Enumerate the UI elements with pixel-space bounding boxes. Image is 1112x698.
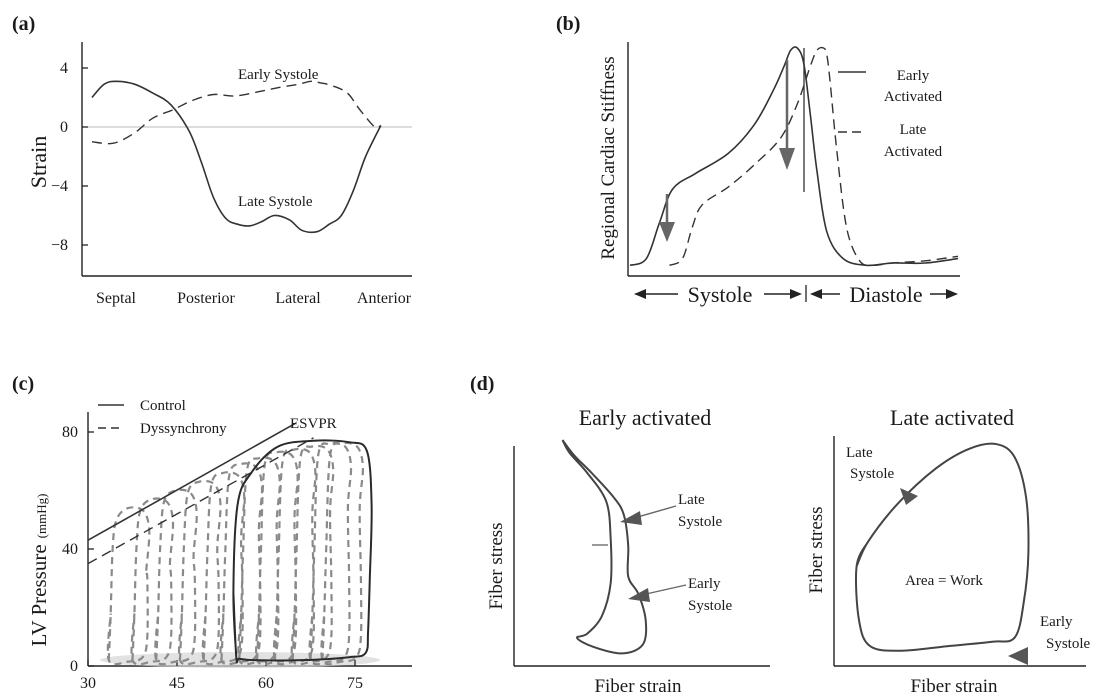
panel-a-category-label: Lateral	[275, 290, 321, 307]
panel-d-left-title: Early activated	[579, 405, 712, 430]
panel-c-xtick-label: 60	[258, 675, 274, 692]
panel-c-dyssynchrony-loop	[290, 444, 335, 666]
panel-b-arrow-down-2	[779, 60, 795, 170]
panel-a-late-systole-line	[91, 80, 382, 233]
panel-b-diastole-label: Diastole	[849, 282, 922, 307]
panel-d-right-loop	[855, 442, 1030, 652]
panel-b-systole-label: Systole	[688, 282, 753, 307]
panel-d-left-xlabel: Fiber strain	[594, 676, 682, 697]
panel-c-dyssynchrony-loop	[130, 497, 175, 666]
panel-b-late-activated-line	[669, 46, 959, 267]
panel-c-ytick-label: 0	[70, 658, 78, 675]
panel-b-arrow-down-1	[659, 194, 675, 242]
panel-c-xtick-label: 30	[80, 675, 96, 692]
panel-b: (b) Regional Cardiac Stiffness Early Act…	[556, 13, 960, 307]
panel-a-category-label: Septal	[96, 290, 137, 307]
panel-a-category-label: Posterior	[177, 290, 235, 307]
panel-b-label: (b)	[556, 13, 580, 35]
panel-b-ylabel: Regional Cardiac Stiffness	[598, 56, 619, 259]
panel-a-ytick-label: 4	[60, 60, 68, 77]
panel-d-right-xlabel: Fiber strain	[910, 676, 998, 697]
panel-c-esvpr-control-line	[87, 422, 297, 541]
panel-d-right-early-arrow	[1008, 647, 1028, 665]
panel-c-dyssynchrony-loop	[177, 479, 222, 666]
panel-b-systole-arrow	[634, 289, 802, 299]
panel-b-legend-late-line2: Activated	[884, 144, 943, 160]
panel-a-ytick-label: −4	[51, 178, 68, 195]
panel-a-early-systole-label: Early Systole	[238, 67, 319, 83]
panel-b-legend-early-line2: Activated	[884, 89, 943, 105]
panel-c-dyssynchrony-loop	[320, 441, 365, 666]
panel-d-right-late-arrow	[900, 488, 918, 505]
panel-d-right-ylabel: Fiber stress	[806, 506, 827, 593]
panel-c-ylabel: LV Pressure (mmHg)	[27, 494, 51, 647]
panel-d-right-late-label-2: Systole	[850, 466, 895, 482]
panel-d-left-early-label-2: Systole	[688, 598, 733, 614]
panel-c-ytick-label: 80	[62, 424, 78, 441]
panel-d-left-ylabel: Fiber stress	[486, 522, 507, 609]
panel-d: (d) Early activated Fiber stress Fiber s…	[470, 373, 1091, 697]
panel-d-left-loop	[561, 439, 648, 655]
panel-c-xtick-label: 75	[347, 675, 363, 692]
panel-c-ylabel-unit: (mmHg)	[34, 494, 49, 539]
panel-a-ylabel: Strain	[26, 136, 51, 189]
panel-d-left-early-label-1: Early	[688, 576, 721, 592]
panel-c-esvpr-label: ESVPR	[290, 416, 337, 432]
panel-a-ytick-label: −8	[51, 237, 68, 254]
panel-c-xtick-label: 45	[169, 675, 185, 692]
panel-c-legend-dyssynchrony: Dyssynchrony	[140, 421, 227, 437]
panel-b-legend-late-line1: Late	[900, 122, 927, 138]
panel-d-right-late-label-1: Late	[846, 445, 873, 461]
panel-a: (a) Strain 4 0 −4 −8 Septal Posterior Lateral…	[12, 13, 412, 307]
panel-d-left-late-label-1: Late	[678, 492, 705, 508]
panel-d-label: (d)	[470, 373, 494, 395]
panel-d-left-early-arrow	[628, 584, 687, 602]
panel-d-right-area-label: Area = Work	[905, 573, 983, 589]
panel-c-dyssynchrony-loop	[272, 447, 317, 666]
panel-d-right-early-label-2: Systole	[1046, 636, 1091, 652]
panel-c-dyssynchrony-loop	[154, 488, 198, 666]
panel-d-right-title: Late activated	[890, 405, 1014, 430]
panel-c-label: (c)	[12, 373, 34, 395]
svg-text:LV Pressure(mmHg): LV Pressure (mmHg)	[27, 494, 51, 647]
panel-d-right-early-label-1: Early	[1040, 614, 1073, 630]
panel-c-esvpr-dyssynchrony-line	[87, 437, 314, 565]
panel-a-label: (a)	[12, 13, 35, 35]
panel-c-ylabel-text: LV Pressure	[27, 544, 51, 646]
panel-c-dyssynchrony-loop	[308, 441, 353, 666]
panel-a-late-systole-label: Late Systole	[238, 194, 313, 210]
panel-d-left-late-label-2: Systole	[678, 514, 723, 530]
panel-c-control-loop	[232, 439, 373, 664]
panel-c-dyssynchrony-loop	[106, 506, 151, 666]
panel-c-ytick-label: 40	[62, 541, 78, 558]
panel-b-diastole-arrow	[810, 289, 958, 299]
panel-c-dyssynchrony-loop	[237, 456, 281, 666]
panel-d-left-late-arrow	[620, 505, 677, 525]
panel-a-early-systole-line	[91, 80, 382, 145]
panel-a-ytick-label: 0	[60, 119, 68, 136]
panel-c-legend-control: Control	[140, 398, 186, 414]
panel-a-category-label: Anterior	[357, 290, 412, 307]
panel-c: (c) LV Pressure (mmHg) 30 45 60 75 0 40 80 Cont…	[12, 373, 412, 692]
panel-b-legend-early-line1: Early	[897, 68, 930, 84]
